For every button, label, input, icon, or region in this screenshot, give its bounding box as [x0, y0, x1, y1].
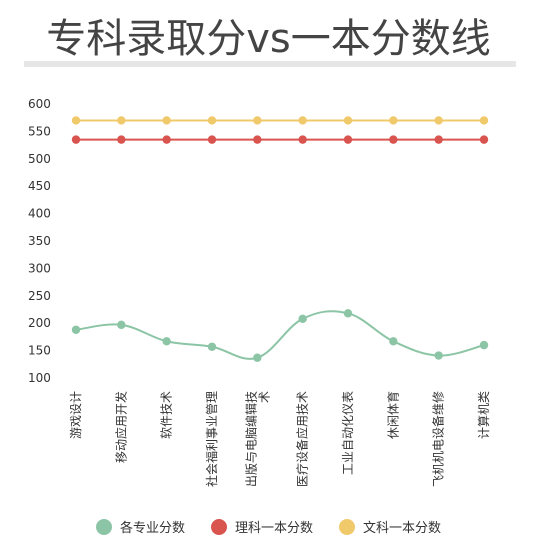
data-point [479, 116, 489, 125]
legend: 各专业分数 理科一本分数 文科一本分数 [0, 517, 537, 536]
legend-dot-icon [210, 518, 227, 535]
data-point [298, 116, 307, 125]
x-tick-label: 移动应用开发 [113, 391, 128, 463]
y-tick-label: 600 [28, 97, 51, 111]
legend-label: 文科一本分数 [363, 521, 442, 536]
legend-item-science[interactable]: 理科一本分数 [210, 517, 313, 536]
data-point [71, 325, 81, 334]
legend-label: 理科一本分数 [234, 521, 313, 536]
y-tick-label: 100 [28, 371, 51, 385]
legend-label: 各专业分数 [119, 521, 185, 536]
x-tick-label: 出版与电脑编辑技术 [243, 391, 271, 487]
x-tick-label: 休闲体育 [385, 391, 400, 439]
title-underline [24, 61, 516, 67]
chart-title: 专科录取分vs一本分数线 [46, 16, 491, 62]
y-tick-label: 150 [28, 344, 51, 358]
data-point [389, 135, 398, 144]
x-tick-label: 飞机机电设备维修 [431, 391, 446, 487]
data-point [343, 135, 353, 144]
y-tick-label: 250 [28, 289, 51, 303]
data-point [389, 337, 398, 346]
x-tick-label: 计算机类 [476, 391, 491, 439]
data-point [71, 135, 81, 144]
data-point [253, 135, 262, 144]
data-point [298, 135, 307, 144]
legend-dot-icon [339, 518, 355, 535]
x-tick-label: 医疗设备应用技术 [295, 391, 310, 487]
y-tick-label: 450 [28, 179, 51, 193]
data-point [162, 116, 171, 125]
series-line [75, 310, 485, 360]
data-point [343, 309, 353, 318]
data-point [117, 116, 126, 125]
data-point [343, 116, 353, 125]
data-point [479, 135, 489, 144]
data-point [253, 353, 262, 362]
data-point [207, 342, 217, 351]
data-point [71, 116, 81, 125]
data-point [434, 135, 443, 144]
legend-item-arts[interactable]: 文科一本分数 [339, 517, 441, 536]
y-tick-label: 400 [28, 207, 51, 221]
y-tick-label: 500 [28, 152, 51, 166]
x-tick-label: 社会福利事业管理 [204, 391, 219, 487]
legend-item-score[interactable]: 各专业分数 [95, 517, 185, 536]
x-tick-label: 工业自动化仪表 [341, 391, 355, 475]
data-point [389, 116, 398, 125]
data-point [162, 337, 171, 346]
data-point [207, 135, 217, 144]
y-tick-label: 350 [28, 234, 51, 248]
data-point [117, 135, 126, 144]
legend-dot-icon [95, 518, 112, 535]
data-point [298, 314, 307, 324]
data-point [253, 116, 262, 125]
x-tick-label: 游戏设计 [69, 391, 83, 439]
data-point [117, 320, 126, 330]
x-tick-label: 软件技术 [160, 391, 174, 439]
data-point [162, 135, 171, 144]
y-tick-label: 200 [28, 316, 51, 330]
data-point [207, 116, 217, 125]
data-point [434, 116, 443, 125]
y-tick-label: 550 [28, 124, 51, 138]
data-point [434, 351, 443, 360]
data-point [479, 340, 489, 350]
y-tick-label: 300 [28, 261, 51, 275]
